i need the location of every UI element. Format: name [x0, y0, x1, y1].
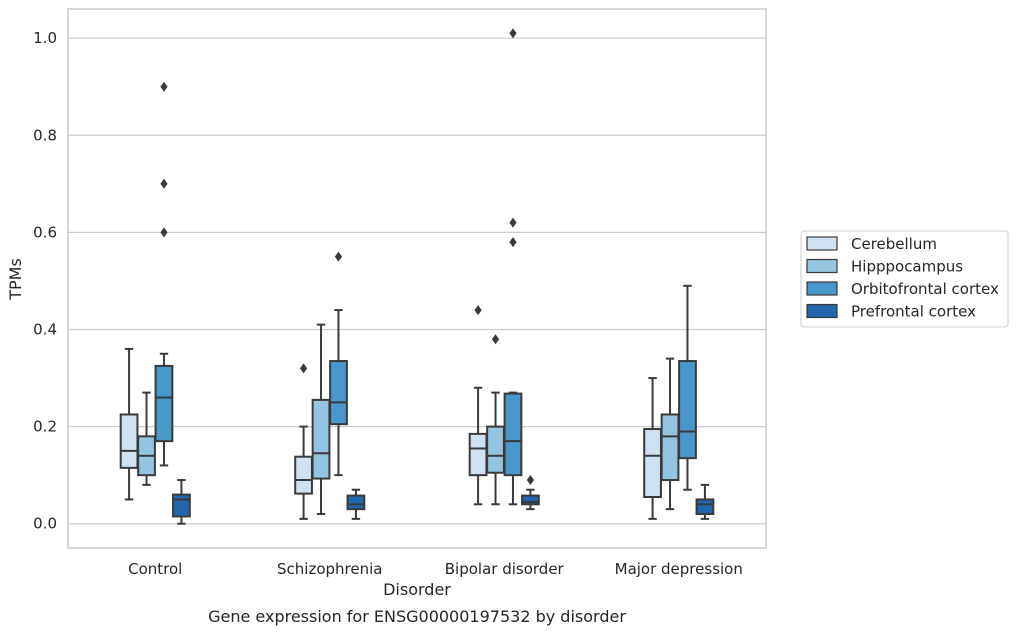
legend-label: Prefrontal cortex	[851, 303, 976, 321]
flier-point	[526, 475, 535, 486]
legend-swatch	[806, 258, 838, 274]
chart-caption: Gene expression for ENSG00000197532 by d…	[208, 607, 626, 626]
flier-point	[160, 81, 168, 92]
flier-point	[334, 251, 343, 262]
box-1-0	[294, 425, 313, 520]
fliers	[160, 28, 535, 486]
flier-point	[299, 363, 308, 374]
legend-swatch	[806, 303, 838, 319]
y-tick-label: 0.6	[33, 223, 57, 241]
box-iqr	[695, 498, 715, 516]
box-iqr	[486, 425, 505, 474]
y-tick-label: 0.4	[33, 320, 57, 338]
y-tick-label: 0.0	[33, 515, 57, 533]
box-iqr	[503, 392, 523, 477]
x-tick-label: Schizophrenia	[277, 560, 382, 578]
y-tick-label: 0.8	[33, 126, 57, 144]
x-tick-label: Control	[128, 560, 182, 578]
flier-point	[509, 217, 517, 228]
box-iqr	[521, 494, 540, 506]
box-1-2	[329, 309, 348, 477]
x-tick-label: Major depression	[615, 560, 743, 578]
y-tick-label: 1.0	[33, 29, 57, 47]
box-3-2	[678, 284, 697, 491]
x-tick-label: Bipolar disorder	[445, 560, 565, 578]
box-3-3	[695, 483, 715, 520]
flier-point	[474, 305, 482, 316]
box-0-1	[137, 391, 156, 486]
box-iqr	[660, 413, 680, 482]
legend-label: Cerebellum	[851, 235, 937, 253]
grid-layer	[68, 37, 766, 525]
flier-point	[491, 334, 500, 345]
box-iqr	[154, 364, 174, 443]
box-2-3	[521, 488, 540, 511]
box-2-1	[486, 391, 505, 506]
y-tick-labels: 0.0 0.2 0.4 0.6 0.8 1.0	[33, 29, 57, 533]
x-tick-labels: Control Schizophrenia Bipolar disorder Majo…	[128, 560, 743, 578]
y-tick-label: 0.2	[33, 418, 57, 436]
box-3-0	[643, 377, 662, 520]
box-iqr	[329, 360, 348, 426]
box-iqr	[119, 413, 139, 469]
box-2-2	[503, 391, 523, 506]
flier-point	[160, 227, 168, 238]
boxes	[119, 284, 715, 525]
box-iqr	[311, 398, 331, 480]
plot-frame	[67, 8, 767, 549]
box-iqr	[468, 432, 488, 477]
legend: Cerebellum Hipppocampus Orbitofrontal cort…	[800, 230, 1009, 328]
flier-point	[509, 237, 517, 248]
box-1-1	[311, 323, 331, 516]
flier-point	[160, 178, 168, 189]
box-0-0	[119, 347, 139, 501]
legend-label: Hipppocampus	[851, 258, 963, 276]
box-1-3	[346, 488, 366, 520]
legend-swatch	[806, 236, 838, 251]
box-iqr	[678, 360, 697, 460]
legend-label: Orbitofrontal cortex	[851, 280, 999, 298]
legend-items: Cerebellum Hipppocampus Orbitofrontal cort…	[806, 235, 999, 321]
flier-point	[509, 28, 517, 39]
legend-swatch	[806, 281, 838, 296]
box-iqr	[172, 493, 191, 518]
x-axis-title: Disorder	[383, 580, 451, 599]
legend-frame	[800, 230, 1009, 328]
box-2-0	[468, 386, 488, 506]
y-axis-title: TPMs	[6, 258, 25, 301]
box-iqr	[294, 455, 313, 495]
box-iqr	[643, 428, 662, 499]
box-iqr	[346, 494, 366, 511]
box-0-3	[172, 479, 191, 525]
box-3-1	[660, 357, 680, 511]
box-0-2	[154, 352, 174, 467]
